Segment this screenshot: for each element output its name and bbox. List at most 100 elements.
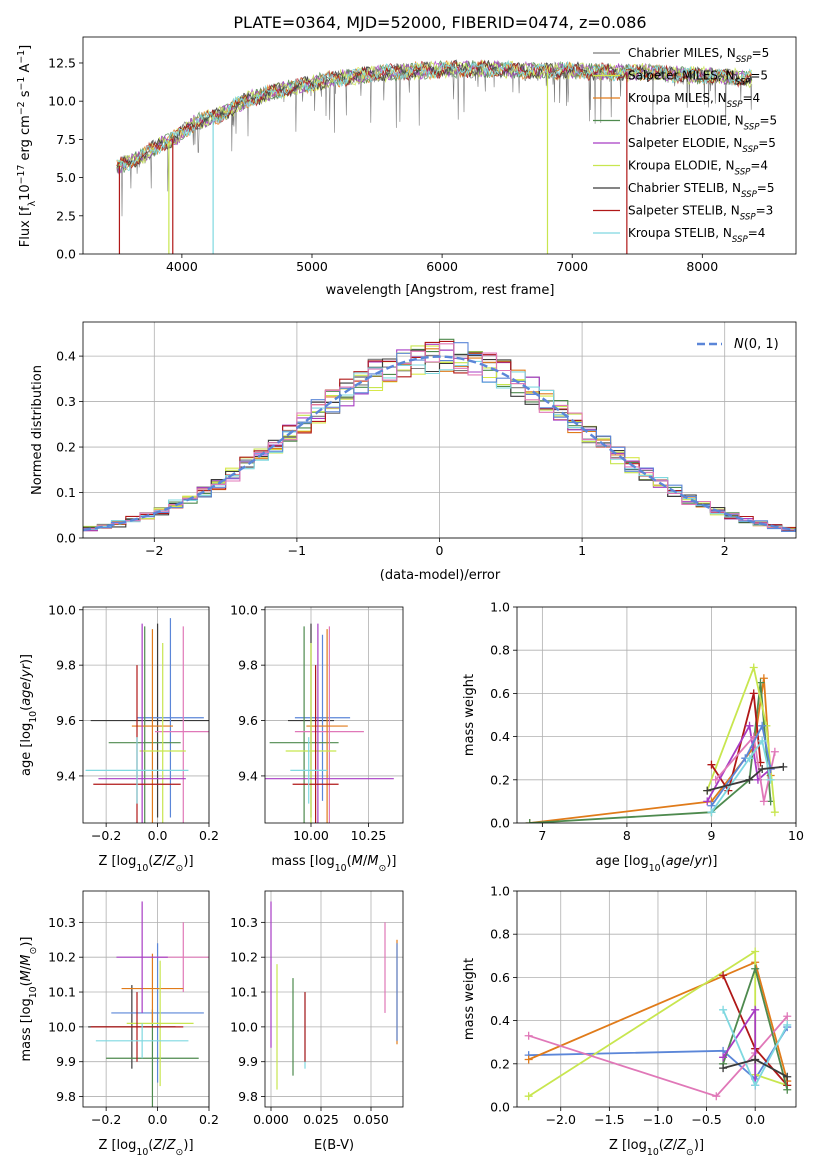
axes-frame	[516, 606, 797, 824]
y-tick-label: 5.0	[56, 170, 76, 185]
label-part: =5	[758, 136, 776, 150]
weight-marker	[524, 1055, 533, 1064]
label-part: SSP	[732, 235, 749, 245]
label-part: =5	[752, 46, 770, 60]
x-axis-label: (data-model)/error	[380, 568, 501, 583]
y-tick-label: 9.8	[238, 1089, 258, 1104]
weight-marker	[749, 689, 758, 698]
y-tick-label: 7.5	[56, 132, 76, 147]
weight-marker	[758, 736, 767, 745]
label-part: Salpeter MILES, N	[628, 69, 735, 83]
plot-area	[116, 59, 753, 254]
y-tick-label: 10.3	[230, 915, 258, 930]
label-part: =5	[750, 69, 768, 83]
y-tick-label: 0.8	[490, 643, 510, 658]
weight-marker	[758, 721, 767, 730]
weight-marker	[719, 1005, 728, 1014]
label-part: 10	[28, 711, 39, 723]
label-part: =5	[757, 181, 775, 195]
label-part: ]	[18, 45, 33, 50]
axes-frame	[516, 890, 797, 1108]
y-tick-label: 1.0	[490, 600, 510, 615]
label-part: Z	[166, 854, 177, 869]
label-part: /	[162, 854, 167, 869]
legend-entry: Kroupa MILES, NSSP=4	[628, 91, 760, 110]
label-part: ⊙	[176, 863, 184, 874]
label-part: (	[148, 1138, 153, 1153]
label-part: (	[148, 854, 153, 869]
y-tick-label: 10.0	[230, 602, 258, 617]
x-tick-label: 6000	[426, 259, 458, 274]
plot-area	[88, 901, 209, 1107]
label-part: Chabrier MILES, N	[628, 46, 736, 60]
plot-area	[83, 338, 796, 533]
label-part: =3	[756, 204, 774, 218]
label-part: 10	[136, 1147, 148, 1158]
label-part: )]	[19, 654, 34, 664]
x-tick-label: 2	[721, 543, 729, 558]
label-part: Kroupa ELODIE, N	[628, 159, 735, 173]
label-part: age	[666, 854, 690, 869]
weight-marker	[712, 1092, 721, 1101]
y-tick-label: 0.3	[56, 394, 76, 409]
y-tick-label: 0.1	[56, 485, 76, 500]
label-part: /	[690, 854, 695, 869]
x-tick-label: 4000	[166, 259, 198, 274]
weight-marker	[759, 797, 768, 806]
x-tick-label: −2	[145, 543, 163, 558]
legend-entry: Kroupa ELODIE, NSSP=4	[628, 159, 768, 178]
weight-marker	[703, 786, 712, 795]
plot-area	[85, 618, 209, 823]
weight-marker	[707, 760, 716, 769]
label-part: 10	[647, 1147, 659, 1158]
x-tick-label: −1.5	[594, 1112, 624, 1127]
x-tick-label: 9	[707, 828, 715, 843]
x-tick-label: 7	[538, 828, 546, 843]
y-tick-label: 0.2	[490, 772, 510, 787]
label-part: −17	[16, 165, 27, 185]
label-part: =5	[759, 114, 777, 128]
legend-entry: Kroupa STELIB, NSSP=4	[628, 226, 765, 245]
axes-age-vs-mass: 10.00 10.25 9.4 9.6 9.8 10.0	[230, 602, 404, 843]
y-tick-label: 12.5	[48, 55, 76, 70]
weight-marker	[751, 964, 760, 973]
y-tick-label: 9.8	[56, 1089, 76, 1104]
label-part: )]	[386, 854, 396, 869]
label-part: Z	[166, 1138, 177, 1153]
y-tick-label: 0.0	[56, 247, 76, 262]
weight-line-0	[529, 678, 772, 823]
label-part: 10	[649, 863, 661, 874]
label-part: /	[19, 965, 34, 970]
axes-frame	[82, 890, 210, 1108]
label-part: (0, 1)	[744, 337, 779, 352]
label-part: =4	[750, 159, 768, 173]
label-part: =4	[743, 91, 761, 105]
y-tick-label: 1.0	[490, 884, 510, 899]
label-part: Z	[663, 1138, 674, 1153]
label-part: Z [log	[609, 1138, 647, 1153]
weight-marker	[524, 1092, 533, 1101]
y-tick-label: 0.0	[490, 816, 510, 831]
weight-line-3	[528, 1015, 788, 1098]
weight-marker	[703, 797, 712, 806]
label-part: yr	[19, 662, 34, 678]
x-tick-label: −1.0	[643, 1112, 673, 1127]
label-part: N	[734, 337, 744, 352]
y-tick-label: 10.1	[48, 985, 76, 1000]
label-part: 10	[18, 184, 33, 201]
y-tick-label: 0.6	[490, 970, 510, 985]
axes-massweight-vs-Z: −2.0 −1.5 −1.0 −0.5 0.0 0.0 0.2 0.4 0.6 0.8 1.0	[490, 884, 797, 1127]
y-tick-label: 9.6	[56, 713, 76, 728]
y-tick-label: 10.0	[48, 1019, 76, 1034]
weight-marker	[783, 1072, 792, 1081]
axes-age-vs-Z: −0.2 0.0 0.2 9.4 9.6 9.8 10.0	[48, 602, 219, 843]
label-part: Kroupa MILES, N	[628, 91, 727, 105]
label-part: yr	[693, 854, 709, 869]
y-tick-label: 10.0	[48, 94, 76, 109]
label-part: SSP	[736, 55, 753, 65]
label-part: SSP	[740, 213, 757, 223]
x-tick-label: 8	[623, 828, 631, 843]
label-part: (	[19, 981, 34, 986]
model-line-8	[116, 59, 753, 171]
